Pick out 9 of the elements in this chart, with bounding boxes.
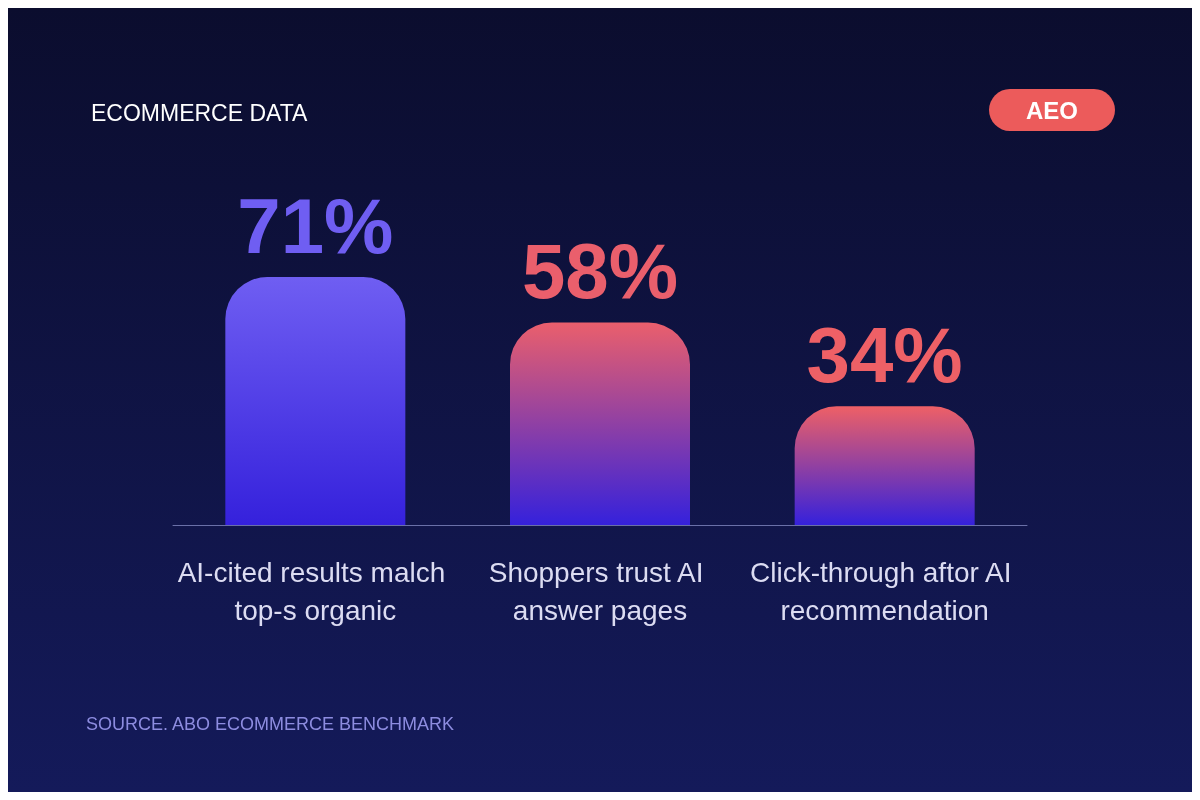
x-tick-label: Shoppers trust AI answer pages: [488, 556, 712, 626]
data-label: 71%: [237, 182, 394, 271]
data-label: 58%: [521, 227, 679, 316]
x-tick-label: AI-cited results malch top-s organic: [177, 556, 454, 626]
chart-title: ECOMMERCE DATA: [91, 99, 309, 126]
source-note: SOURCE. ABO ECOMMERCE BENCHMARK: [86, 714, 455, 734]
data-label: 34%: [806, 311, 963, 400]
chart-subtitle: AEO: [1025, 96, 1079, 124]
x-tick-label: Click-through aftor AI recommendation: [750, 556, 1020, 626]
